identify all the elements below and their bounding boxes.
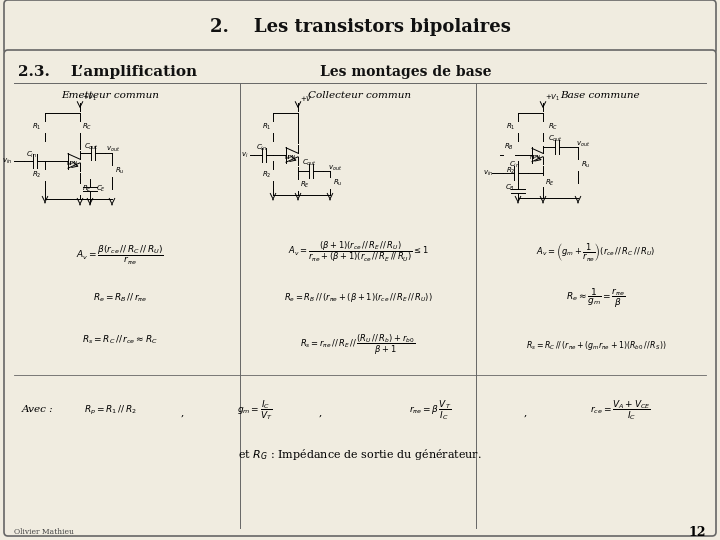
Text: ,: , (181, 408, 184, 417)
Text: $+V$: $+V$ (300, 94, 313, 103)
Text: $R_B$: $R_B$ (504, 142, 514, 152)
Text: $R_C$: $R_C$ (82, 122, 92, 132)
Text: $r_{ce} = \dfrac{V_A+V_{CE}}{I_C}$: $r_{ce} = \dfrac{V_A+V_{CE}}{I_C}$ (590, 398, 650, 422)
Text: $C_{in}$: $C_{in}$ (256, 143, 268, 153)
Text: $C_E$: $C_E$ (96, 184, 106, 194)
Text: Collecteur commun: Collecteur commun (308, 91, 412, 99)
Text: $v_{out}$: $v_{out}$ (106, 144, 120, 153)
Text: $A_v = \left(g_m+\dfrac{1}{r_{\pi e}}\right)(r_{ce}\,//\,R_C\,//\,R_U)$: $A_v = \left(g_m+\dfrac{1}{r_{\pi e}}\ri… (536, 241, 656, 263)
Text: $R_E$: $R_E$ (545, 178, 555, 188)
Bar (270, 169, 276, 181)
Bar (77, 183, 83, 195)
Bar (515, 121, 521, 133)
Text: Les montages de base: Les montages de base (320, 65, 492, 79)
FancyBboxPatch shape (4, 50, 716, 536)
Text: $v_{out}$: $v_{out}$ (576, 139, 590, 148)
Text: $+V_1$: $+V_1$ (545, 93, 560, 103)
Text: $R_e \approx \dfrac{1}{g_m} = \dfrac{r_{\pi e}}{\beta}$: $R_e \approx \dfrac{1}{g_m} = \dfrac{r_{… (567, 286, 626, 309)
Text: $C_{out}$: $C_{out}$ (302, 158, 318, 168)
Text: $C_{in}$: $C_{in}$ (27, 150, 37, 160)
Text: $R_E$: $R_E$ (300, 180, 310, 190)
Text: $C_B$: $C_B$ (505, 183, 515, 193)
Text: $R_s = R_C\,//\,(r_{\pi e}+(g_m r_{\pi e}+1)(R_{b0}\,//\,R_S))$: $R_s = R_C\,//\,(r_{\pi e}+(g_m r_{\pi e… (526, 339, 666, 352)
Text: ,: , (318, 408, 322, 417)
FancyBboxPatch shape (4, 0, 716, 54)
Bar (42, 121, 48, 133)
Text: $R_2$: $R_2$ (262, 170, 271, 180)
Text: $R_1$: $R_1$ (32, 122, 42, 132)
Text: $R_s = R_C\,//\,r_{ce} \approx R_C$: $R_s = R_C\,//\,r_{ce} \approx R_C$ (82, 334, 158, 346)
Text: $v_{in}$: $v_{in}$ (1, 157, 12, 166)
Text: NPN: NPN (66, 161, 78, 166)
Text: $v_i$: $v_i$ (240, 151, 248, 160)
Text: $r_{\pi e} = \beta\,\dfrac{V_T}{I_C}$: $r_{\pi e} = \beta\,\dfrac{V_T}{I_C}$ (409, 398, 451, 422)
Text: $R_e = R_B\,//\,r_{\pi e}$: $R_e = R_B\,//\,r_{\pi e}$ (93, 292, 147, 304)
Text: ,: , (523, 408, 526, 417)
Bar (540, 121, 546, 133)
Text: et $R_G$ : Impédance de sortie du générateur.: et $R_G$ : Impédance de sortie du généra… (238, 448, 482, 462)
Text: $v_{out}$: $v_{out}$ (328, 164, 342, 173)
Text: 2.    Les transistors bipolaires: 2. Les transistors bipolaires (210, 18, 510, 36)
Bar (295, 179, 301, 191)
Text: $R_C$: $R_C$ (548, 122, 558, 132)
Text: $C_{out}$: $C_{out}$ (84, 142, 99, 152)
Text: $R_p = R_1\,//\,R_2$: $R_p = R_1\,//\,R_2$ (84, 403, 136, 416)
Text: 12: 12 (688, 525, 706, 538)
Text: $C_{in}$: $C_{in}$ (510, 160, 521, 170)
Text: $C_{out}$: $C_{out}$ (549, 134, 564, 144)
Text: Olivier Mathieu: Olivier Mathieu (14, 528, 74, 536)
Bar (77, 121, 83, 133)
Text: $v_{in}$: $v_{in}$ (482, 168, 493, 178)
Text: $R_u$: $R_u$ (115, 166, 125, 176)
Text: $R_1$: $R_1$ (506, 122, 516, 132)
Text: Base commune: Base commune (560, 91, 640, 99)
Text: $+V_1$: $+V_1$ (82, 93, 97, 103)
Bar (515, 166, 521, 178)
Text: $g_m = \dfrac{I_C}{V_T}$: $g_m = \dfrac{I_C}{V_T}$ (237, 398, 273, 422)
Text: $R_1$: $R_1$ (262, 122, 271, 132)
Text: $R_2$: $R_2$ (506, 166, 516, 176)
Bar (540, 175, 546, 187)
Bar (575, 159, 581, 171)
Bar (270, 121, 276, 133)
Text: $R_2$: $R_2$ (32, 170, 42, 180)
Text: $R_s = r_{\pi e}\,//\,R_E\,//\,\dfrac{(R_U\,//\,R_b)+r_{b0}}{\beta+1}$: $R_s = r_{\pi e}\,//\,R_E\,//\,\dfrac{(R… (300, 333, 415, 357)
Text: Avec :: Avec : (22, 406, 53, 415)
Text: 2.3.    L’amplification: 2.3. L’amplification (18, 65, 197, 79)
Text: NPN: NPN (529, 155, 541, 160)
Text: $R_u$: $R_u$ (581, 160, 590, 170)
Text: NPN: NPN (284, 155, 296, 160)
Bar (42, 169, 48, 181)
Bar (503, 152, 515, 158)
Bar (327, 177, 333, 189)
Text: $R_e = R_B\,//\,(r_{\pi e}+(\beta+1)(r_{ce}\,//\,R_E\,//\,R_U))$: $R_e = R_B\,//\,(r_{\pi e}+(\beta+1)(r_{… (284, 292, 433, 305)
Bar (109, 165, 115, 177)
Text: Emetteur commun: Emetteur commun (61, 91, 159, 99)
Text: $A_v = \dfrac{(\beta+1)(r_{ce}\,//\,R_E\,//\,R_U)}{r_{\pi e}+(\beta+1)(r_{ce}\,/: $A_v = \dfrac{(\beta+1)(r_{ce}\,//\,R_E\… (288, 240, 428, 264)
Text: $R_u$: $R_u$ (333, 178, 343, 188)
Text: $A_v = \dfrac{\beta(r_{ce}\,//\,R_C\,//\,R_U)}{r_{\pi e}}$: $A_v = \dfrac{\beta(r_{ce}\,//\,R_C\,//\… (76, 244, 164, 267)
Text: $R_E$: $R_E$ (82, 184, 92, 194)
